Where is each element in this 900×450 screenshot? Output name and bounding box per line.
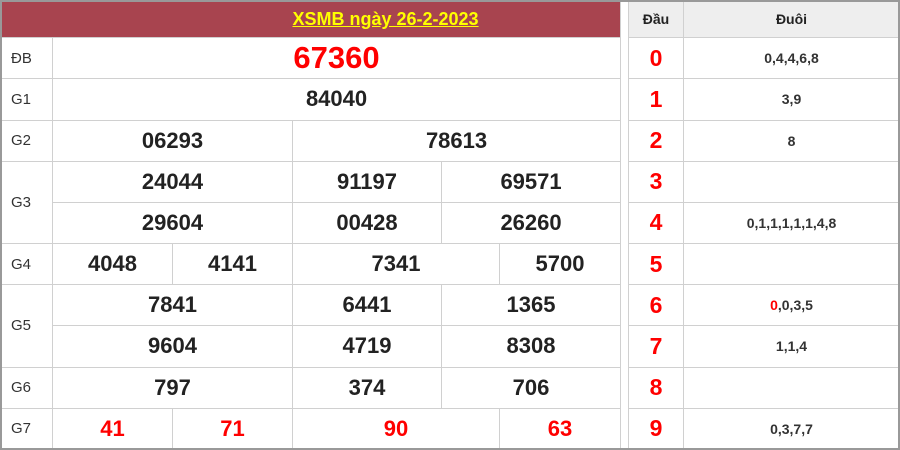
prize-label: ĐB <box>0 37 53 80</box>
dau-cell: 2 <box>628 119 684 162</box>
duoi-cell <box>683 160 900 203</box>
prize-number: 06293 <box>52 119 293 162</box>
duoi-cell: 3,9 <box>683 78 900 121</box>
dau-cell: 1 <box>628 78 684 121</box>
prize-number: 797 <box>52 366 293 409</box>
title-link[interactable]: XSMB ngày 26-2-2023 <box>292 8 479 29</box>
special-tail: 0 <box>770 297 778 314</box>
dau-cell: 4 <box>628 201 684 245</box>
prize-number: 41 <box>52 407 173 450</box>
prize-label: G3 <box>0 160 53 245</box>
prize-label: G5 <box>0 284 53 368</box>
prize-number: 9604 <box>52 325 293 368</box>
prize-number: 8308 <box>440 325 622 368</box>
special-prize: 67360 <box>51 37 622 80</box>
dau-cell: 3 <box>628 160 684 203</box>
prize-number: 29604 <box>52 201 293 245</box>
header-dau: Đầu <box>628 0 684 39</box>
duoi-cell: 8 <box>683 119 900 162</box>
prize-number: 63 <box>498 407 622 450</box>
prize-label: G1 <box>0 78 53 121</box>
prize-number: 78613 <box>291 119 622 162</box>
duoi-cell: 0,4,4,6,8 <box>683 37 900 80</box>
prize-number: 1365 <box>440 284 622 327</box>
prize-number: 7841 <box>52 284 293 327</box>
duoi-cell <box>683 366 900 409</box>
prize-number: 90 <box>292 407 500 450</box>
duoi-cell: 0,0,3,5 <box>683 284 900 327</box>
prize-number: 6441 <box>292 284 442 327</box>
prize-number: 24044 <box>52 160 293 203</box>
results-title: XSMB ngày 26-2-2023 <box>0 0 622 39</box>
prize-label: G6 <box>0 366 53 409</box>
dau-cell: 8 <box>628 366 684 409</box>
prize-label: G4 <box>0 243 53 286</box>
dau-cell: 0 <box>628 37 684 80</box>
duoi-rest: ,0,3,5 <box>777 297 813 314</box>
dau-cell: 6 <box>628 284 684 327</box>
prize-number: 00428 <box>292 201 442 245</box>
dau-cell: 7 <box>628 325 684 368</box>
prize-number: 7341 <box>292 243 500 286</box>
prize-number: 71 <box>172 407 293 450</box>
prize-number: 4141 <box>172 243 293 286</box>
duoi-cell: 1,1,4 <box>683 325 900 368</box>
duoi-cell: 0,1,1,1,1,1,4,8 <box>683 201 900 245</box>
prize-number: 374 <box>292 366 442 409</box>
duoi-cell: 0,3,7,7 <box>683 407 900 450</box>
prize-number: 84040 <box>51 78 622 121</box>
prize-number: 26260 <box>440 201 622 245</box>
dau-cell: 5 <box>628 243 684 286</box>
duoi-cell <box>683 243 900 286</box>
prize-number: 91197 <box>292 160 442 203</box>
results-table: XSMB ngày 26-2-2023 ĐB 67360 G1 84040 G2 06… <box>0 0 622 450</box>
prize-label: G2 <box>0 119 53 162</box>
prize-number: 706 <box>440 366 622 409</box>
prize-number: 5700 <box>498 243 622 286</box>
dau-cell: 9 <box>628 407 684 450</box>
prize-number: 4719 <box>292 325 442 368</box>
prize-number: 69571 <box>440 160 622 203</box>
prize-number: 4048 <box>52 243 173 286</box>
prize-label: G7 <box>0 407 53 450</box>
header-duoi: Đuôi <box>683 0 900 39</box>
